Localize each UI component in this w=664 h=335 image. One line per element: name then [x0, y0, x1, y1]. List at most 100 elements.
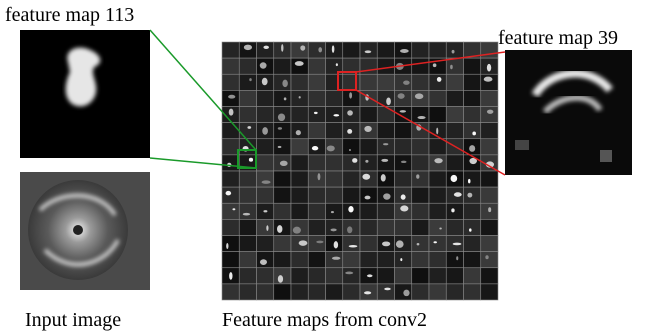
grid-cell — [446, 268, 463, 284]
grid-cell — [308, 107, 325, 123]
grid-cell — [222, 252, 239, 268]
grid-cell — [412, 107, 429, 123]
grid-cell — [239, 236, 256, 252]
grid-cell — [464, 90, 481, 106]
grid-cell — [377, 171, 394, 187]
grid-cell — [412, 139, 429, 155]
grid-cell — [326, 123, 343, 139]
grid-cell — [446, 58, 463, 74]
grid-cell — [222, 58, 239, 74]
grid-cell — [239, 107, 256, 123]
grid-cell — [326, 155, 343, 171]
grid-blob — [334, 241, 338, 248]
grid-cell — [326, 284, 343, 300]
grid-cell — [274, 203, 291, 219]
grid-blob — [367, 274, 373, 277]
grid-cell — [308, 284, 325, 300]
grid-cell — [360, 139, 377, 155]
grid-cell — [274, 74, 291, 90]
grid-cell — [446, 219, 463, 235]
grid-cell — [274, 187, 291, 203]
grid-blob — [262, 180, 271, 184]
grid-cell — [446, 123, 463, 139]
grid-cell — [257, 155, 274, 171]
grid-cell — [222, 187, 239, 203]
grid-cell — [377, 123, 394, 139]
grid-blob — [226, 243, 228, 249]
grid-blob — [278, 275, 283, 283]
grid-blob — [316, 241, 323, 244]
grid-cell — [308, 123, 325, 139]
grid-cell — [446, 252, 463, 268]
grid-cell — [239, 219, 256, 235]
grid-cell — [412, 284, 429, 300]
grid-cell — [222, 236, 239, 252]
grid-cell — [412, 171, 429, 187]
grid-cell — [377, 284, 394, 300]
grid-blob — [349, 149, 351, 151]
grid-cell — [446, 107, 463, 123]
grid-cell — [291, 284, 308, 300]
grid-cell — [481, 252, 498, 268]
grid-cell — [291, 252, 308, 268]
grid-cell — [429, 252, 446, 268]
grid-cell — [326, 252, 343, 268]
grid-cell — [377, 139, 394, 155]
grid-blob — [488, 207, 491, 212]
grid-blob — [472, 132, 476, 136]
grid-blob — [296, 130, 301, 135]
grid-cell — [412, 203, 429, 219]
grid-blob — [417, 116, 425, 119]
grid-cell — [429, 74, 446, 90]
grid-cell — [326, 219, 343, 235]
grid-blob — [331, 211, 334, 213]
grid-blob — [228, 95, 235, 99]
grid-blob — [452, 50, 455, 54]
grid-cell — [274, 139, 291, 155]
grid-cell — [308, 74, 325, 90]
grid-cell — [343, 268, 360, 284]
grid-cell — [429, 284, 446, 300]
grid-cell — [395, 123, 412, 139]
grid-cell — [308, 268, 325, 284]
grid-blob — [434, 158, 442, 163]
grid-blob — [396, 240, 404, 247]
feature-map-grid — [222, 42, 498, 300]
grid-blob — [485, 255, 488, 259]
grid-blob — [401, 161, 407, 163]
grid-cell — [343, 187, 360, 203]
grid-blob — [433, 241, 436, 243]
grid-cell — [222, 42, 239, 58]
grid-cell — [464, 252, 481, 268]
grid-cell — [239, 171, 256, 187]
grid-blob — [318, 173, 321, 180]
grid-cell — [291, 219, 308, 235]
grid-cell — [395, 139, 412, 155]
grid-blob — [403, 80, 410, 84]
grid-blob — [263, 210, 267, 212]
grid-cell — [481, 171, 498, 187]
grid-blob — [364, 126, 371, 132]
label-feature-map-39: feature map 39 — [498, 27, 618, 49]
grid-cell — [291, 203, 308, 219]
grid-blob — [347, 110, 353, 115]
grid-blob — [362, 174, 370, 180]
grid-cell — [222, 123, 239, 139]
grid-blob — [300, 45, 305, 50]
grid-cell — [274, 58, 291, 74]
grid-cell — [464, 284, 481, 300]
grid-cell — [412, 236, 429, 252]
grid-blob — [439, 227, 442, 229]
grid-blob — [293, 227, 301, 234]
grid-cell — [464, 74, 481, 90]
grid-blob — [352, 158, 357, 163]
grid-cell — [481, 139, 498, 155]
grid-blob — [299, 240, 308, 245]
grid-cell — [239, 203, 256, 219]
grid-cell — [308, 90, 325, 106]
grid-cell — [360, 236, 377, 252]
grid-cell — [464, 123, 481, 139]
grid-cell — [308, 187, 325, 203]
grid-blob — [398, 93, 405, 99]
grid-cell — [395, 171, 412, 187]
